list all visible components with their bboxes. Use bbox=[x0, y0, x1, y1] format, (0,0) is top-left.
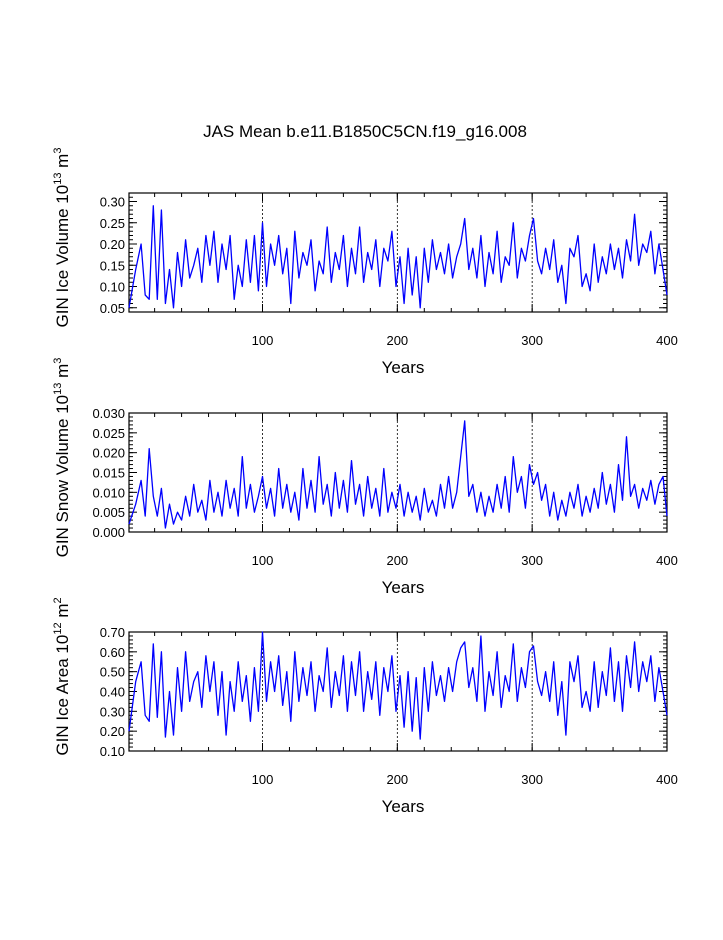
y-tick-label: 0.20 bbox=[100, 724, 125, 739]
panel-1: 0.05 0.10 0.15 0.20 0.25 0.30 100 200 300 400 Year… bbox=[52, 148, 678, 377]
y-tick-label: 0.010 bbox=[92, 485, 125, 500]
y-axis-label-unit: m bbox=[53, 154, 72, 173]
y-tick-label: 0.10 bbox=[100, 744, 125, 759]
x-tick-label: 200 bbox=[386, 772, 408, 787]
x-tick-label: 100 bbox=[252, 772, 274, 787]
y-axis-label-exponent: 13 bbox=[52, 173, 64, 185]
x-tick-label: 400 bbox=[656, 333, 678, 348]
y-axis-label-exponent: 13 bbox=[52, 383, 64, 395]
y-axis-label-unit-exponent: 3 bbox=[52, 148, 64, 154]
y-tick-label: 0.70 bbox=[100, 625, 125, 640]
y-axis-label-unit: m bbox=[53, 604, 72, 623]
y-axis-label-exponent: 12 bbox=[52, 622, 64, 634]
y-tick-label: 0.030 bbox=[92, 406, 125, 421]
y-tick-label: 0.30 bbox=[100, 195, 125, 210]
y-axis-label: GIN Snow Volume 1013 m3 bbox=[52, 358, 72, 558]
y-tick-label: 0.015 bbox=[92, 466, 125, 481]
x-tick-label: 300 bbox=[521, 772, 543, 787]
y-tick-label: 0.40 bbox=[100, 685, 125, 700]
x-tick-label: 400 bbox=[656, 772, 678, 787]
x-axis-label: Years bbox=[382, 797, 425, 816]
x-tick-label: 100 bbox=[252, 553, 274, 568]
x-tick-label: 200 bbox=[386, 553, 408, 568]
plot-frame bbox=[128, 192, 668, 313]
y-axis-label: GIN Ice Area 1012 m2 bbox=[52, 597, 72, 755]
y-tick-label: 0.05 bbox=[100, 301, 125, 316]
y-axis-label-unit-exponent: 3 bbox=[52, 358, 64, 364]
series-line-gin-snow-volume bbox=[128, 420, 668, 529]
x-tick-label: 100 bbox=[252, 333, 274, 348]
x-tick-label: 300 bbox=[521, 333, 543, 348]
x-tick-label: 300 bbox=[521, 553, 543, 568]
x-tick-label: 400 bbox=[656, 553, 678, 568]
y-axis-label-unit: m bbox=[53, 364, 72, 383]
y-axis-label-text: GIN Ice Volume 10 bbox=[53, 185, 72, 328]
y-axis-label-unit-exponent: 2 bbox=[52, 597, 64, 603]
series-line-gin-ice-area bbox=[128, 631, 668, 740]
y-tick-label: 0.20 bbox=[100, 237, 125, 252]
figure-title: JAS Mean b.e11.B1850C5CN.f19_g16.008 bbox=[203, 122, 527, 141]
y-tick-label: 0.30 bbox=[100, 704, 125, 719]
y-axis-label-text: GIN Ice Area 10 bbox=[53, 635, 72, 756]
y-tick-label: 0.60 bbox=[100, 645, 125, 660]
y-tick-label: 0.50 bbox=[100, 665, 125, 680]
x-axis-label: Years bbox=[382, 358, 425, 377]
y-tick-label: 0.10 bbox=[100, 280, 125, 295]
series-line-gin-ice-volume bbox=[128, 205, 668, 309]
panel-2: 0.000 0.005 0.010 0.015 0.020 0.025 0.030 100 20… bbox=[52, 358, 678, 597]
y-tick-label: 0.25 bbox=[100, 216, 125, 231]
y-tick-label: 0.025 bbox=[92, 426, 125, 441]
plot-frame bbox=[128, 631, 668, 752]
panel-3: 0.10 0.20 0.30 0.40 0.50 0.60 0.70 100 200 300 400… bbox=[52, 597, 678, 816]
y-axis-label: GIN Ice Volume 1013 m3 bbox=[52, 148, 72, 328]
x-axis-label: Years bbox=[382, 578, 425, 597]
y-tick-label: 0.020 bbox=[92, 446, 125, 461]
y-tick-label: 0.15 bbox=[100, 258, 125, 273]
y-tick-label: 0.005 bbox=[92, 505, 125, 520]
x-tick-label: 200 bbox=[386, 333, 408, 348]
y-axis-label-text: GIN Snow Volume 10 bbox=[53, 395, 72, 558]
y-tick-label: 0.000 bbox=[92, 525, 125, 540]
plot-frame bbox=[128, 412, 668, 533]
